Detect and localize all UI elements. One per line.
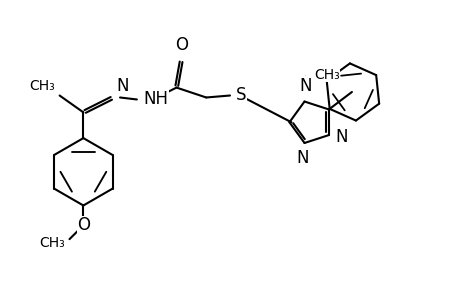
Text: O: O: [77, 216, 90, 234]
Text: S: S: [235, 85, 246, 103]
Text: N: N: [299, 76, 311, 94]
Text: CH₃: CH₃: [29, 79, 55, 92]
Text: N: N: [116, 76, 128, 94]
Text: O: O: [174, 36, 188, 54]
Text: NH: NH: [144, 91, 168, 109]
Text: N: N: [296, 149, 308, 167]
Text: CH₃: CH₃: [39, 236, 64, 250]
Text: CH₃: CH₃: [314, 68, 339, 82]
Text: N: N: [335, 128, 347, 146]
